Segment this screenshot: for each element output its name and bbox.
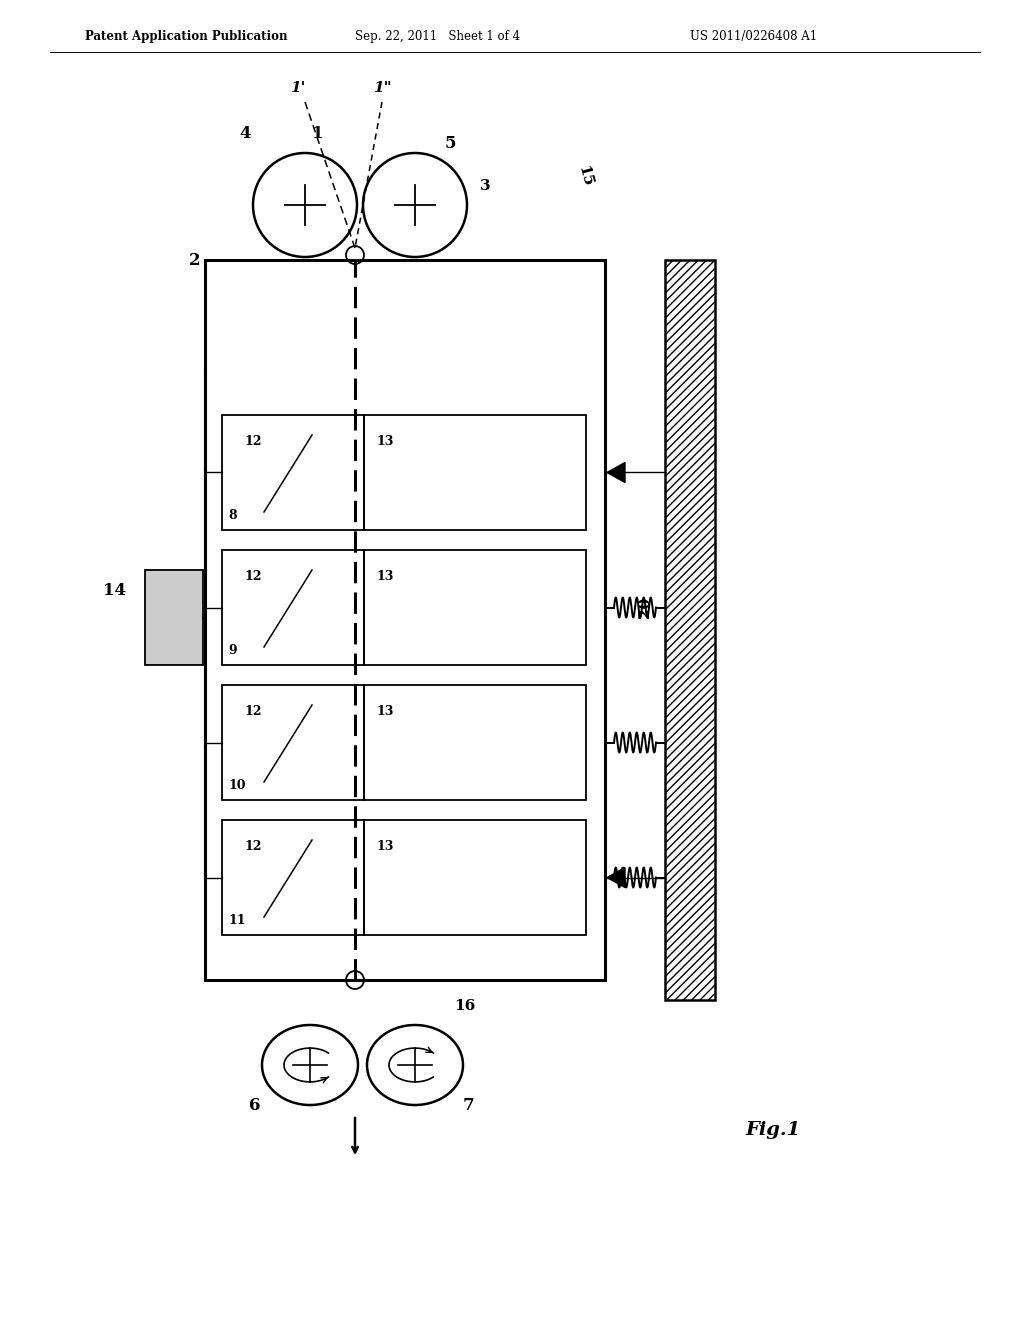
Bar xyxy=(665,260,715,1001)
Text: 9: 9 xyxy=(228,644,237,657)
Text: 12: 12 xyxy=(244,705,261,718)
Text: 3: 3 xyxy=(479,180,490,193)
Text: 11: 11 xyxy=(228,913,246,927)
Text: 4: 4 xyxy=(240,125,251,143)
Text: US 2011/0226408 A1: US 2011/0226408 A1 xyxy=(690,30,817,44)
Text: 1: 1 xyxy=(312,125,324,143)
Text: 15: 15 xyxy=(575,164,595,187)
Text: 5: 5 xyxy=(444,135,456,152)
Text: 13: 13 xyxy=(376,840,393,853)
Text: 6: 6 xyxy=(249,1097,261,1114)
Bar xyxy=(364,685,586,800)
Text: 13: 13 xyxy=(376,436,393,447)
Text: 1": 1" xyxy=(373,81,391,95)
Text: 8: 8 xyxy=(228,510,237,521)
Text: Fig.1: Fig.1 xyxy=(745,1121,800,1139)
Polygon shape xyxy=(607,462,625,483)
Text: Patent Application Publication: Patent Application Publication xyxy=(85,30,288,44)
Bar xyxy=(222,414,364,531)
Bar xyxy=(364,414,586,531)
Bar xyxy=(222,550,364,665)
Text: 1': 1' xyxy=(291,81,305,95)
Text: 13: 13 xyxy=(376,705,393,718)
Bar xyxy=(205,260,605,979)
Polygon shape xyxy=(607,867,625,887)
Text: 12: 12 xyxy=(244,436,261,447)
Bar xyxy=(364,820,586,935)
Bar xyxy=(222,685,364,800)
Text: 20: 20 xyxy=(638,597,652,618)
Bar xyxy=(364,550,586,665)
Bar xyxy=(145,570,203,665)
Text: 14: 14 xyxy=(103,582,127,599)
Text: 2: 2 xyxy=(189,252,201,269)
Text: Sep. 22, 2011   Sheet 1 of 4: Sep. 22, 2011 Sheet 1 of 4 xyxy=(355,30,520,44)
Bar xyxy=(222,820,364,935)
Text: 7: 7 xyxy=(462,1097,474,1114)
Text: 10: 10 xyxy=(228,779,246,792)
Text: 16: 16 xyxy=(455,999,475,1012)
Text: 12: 12 xyxy=(244,840,261,853)
Text: 13: 13 xyxy=(376,570,393,583)
Text: 12: 12 xyxy=(244,570,261,583)
